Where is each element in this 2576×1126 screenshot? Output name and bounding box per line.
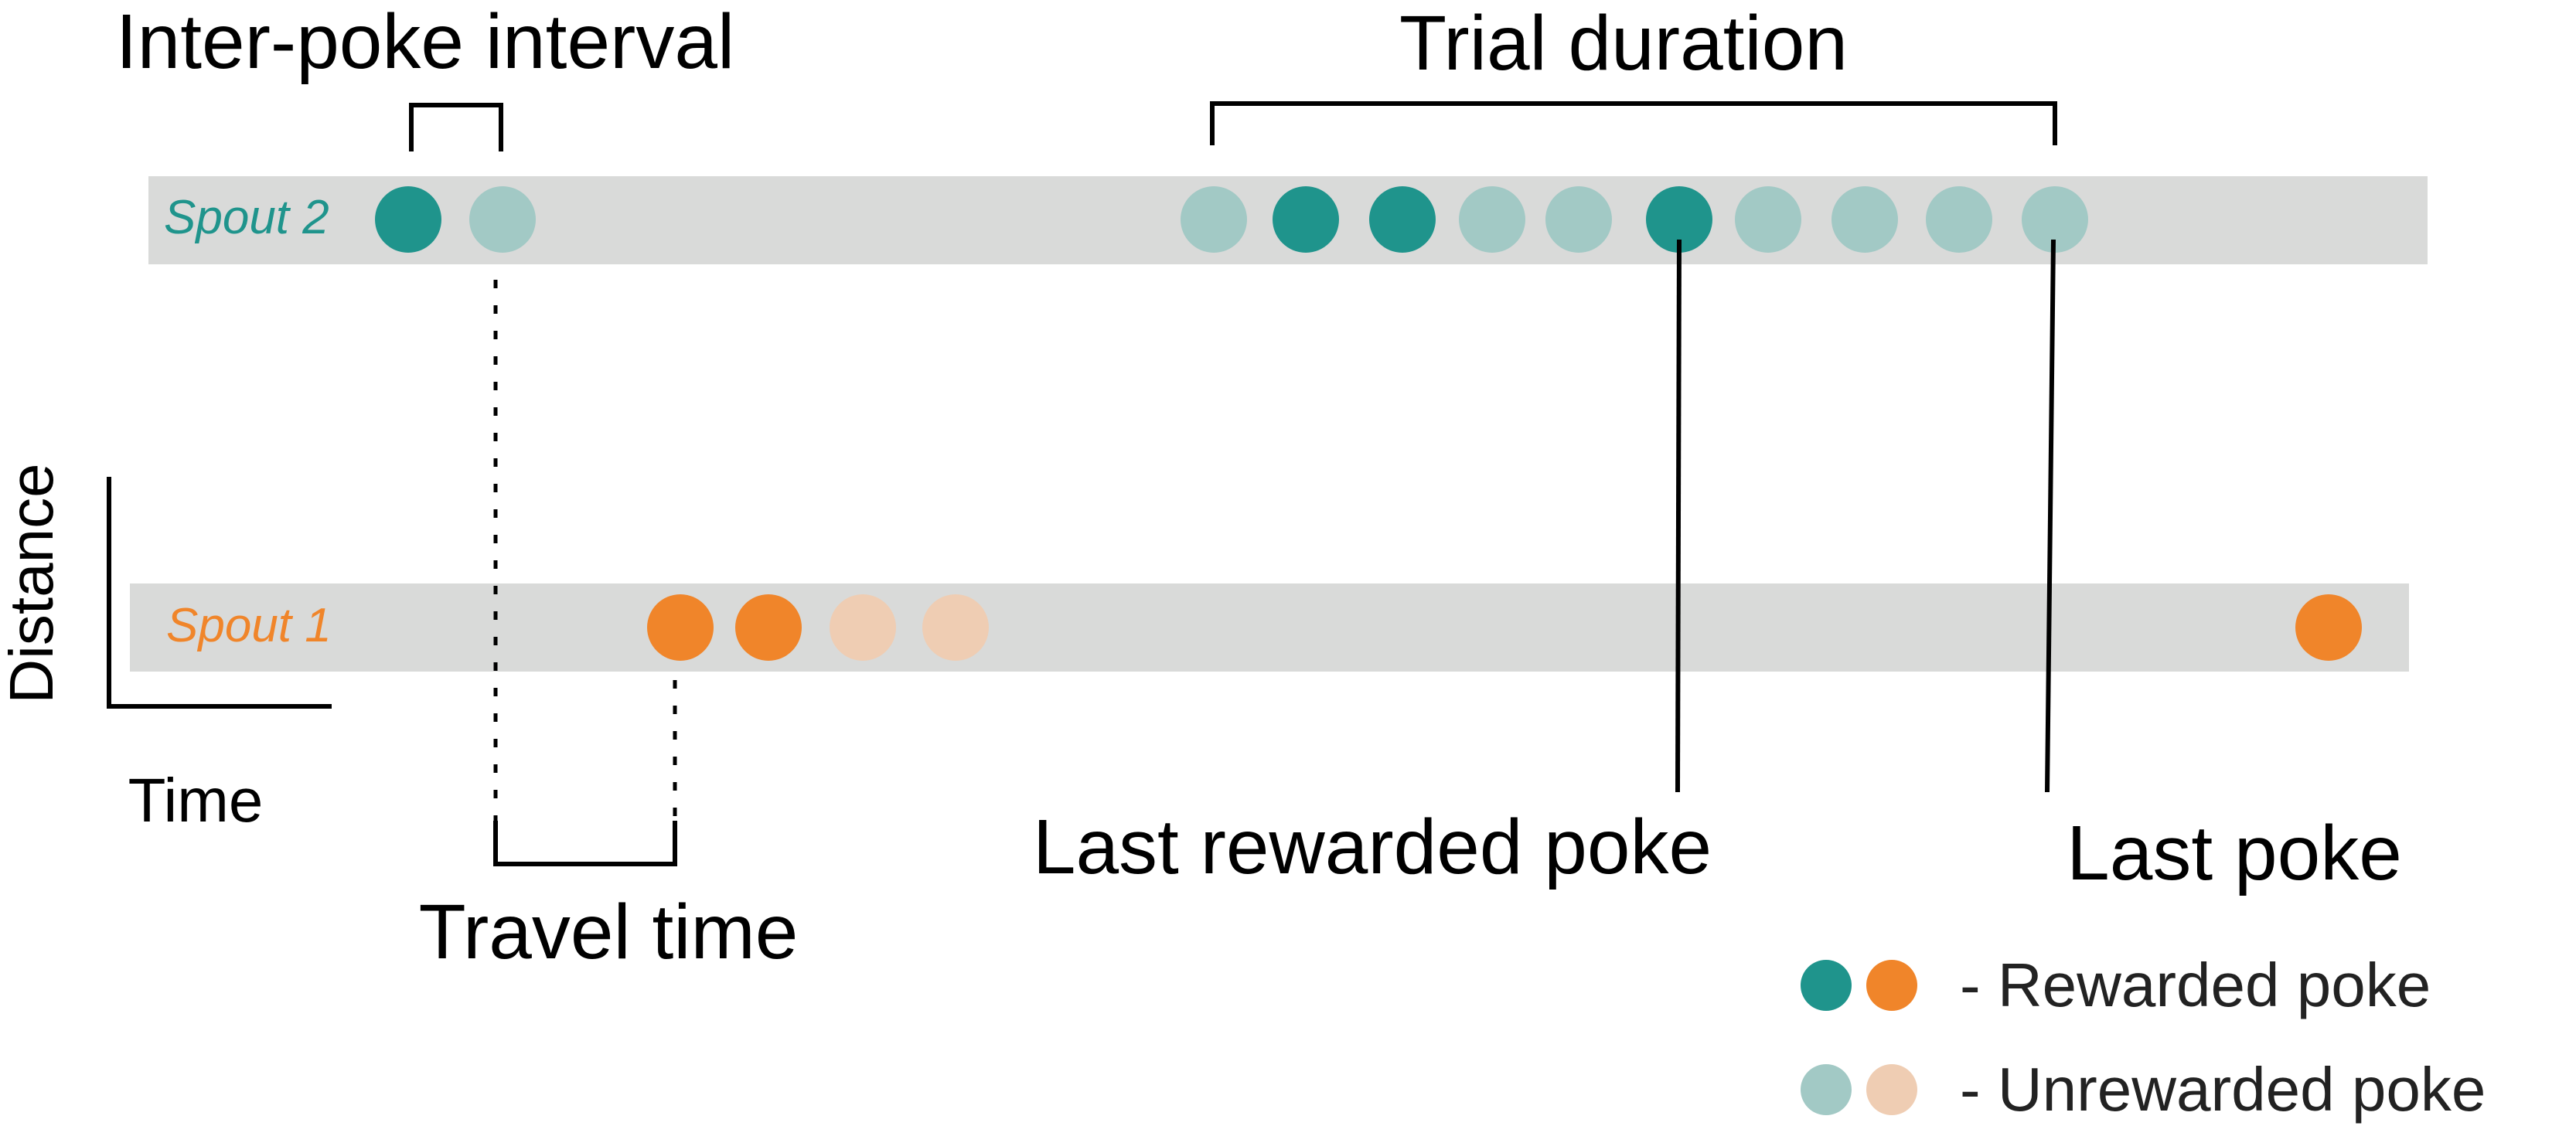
legend-rewarded-label: - Rewarded poke	[1960, 951, 2431, 1019]
inter-poke-interval-bracket	[409, 103, 503, 151]
legend-rewarded-orange-swatch	[1866, 960, 1917, 1011]
spout-1-label: Spout 1	[166, 599, 332, 652]
spout-1-poke	[647, 594, 714, 661]
spout-1-track	[130, 583, 2409, 672]
spout-2-poke	[1831, 186, 1898, 253]
spout-2-poke	[1545, 186, 1612, 253]
spout-2-poke	[1273, 186, 1339, 253]
trial-duration-label: Trial duration	[1399, 0, 1848, 87]
y-axis-label: Distance	[0, 463, 66, 703]
last-rewarded-poke-label: Last rewarded poke	[1033, 804, 1712, 890]
spout-2-poke	[1926, 186, 1992, 253]
spout-2-poke	[1181, 186, 1247, 253]
spout-1-poke	[922, 594, 989, 661]
trial-duration-bracket	[1210, 101, 2057, 145]
spout-2-pokes	[375, 186, 2088, 253]
spout-1-poke	[735, 594, 802, 661]
last-poke-label: Last poke	[2067, 810, 2402, 896]
spout-1-poke	[2295, 594, 2362, 661]
spout-2-poke	[375, 186, 441, 253]
spout-2-poke	[1459, 186, 1525, 253]
last-rewarded-poke-line	[1675, 239, 1682, 793]
spout-2-poke	[1369, 186, 1436, 253]
legend-unrewarded-label: - Unrewarded poke	[1960, 1055, 2486, 1124]
spout-2-poke	[1646, 186, 1712, 253]
spout-2-poke	[2022, 186, 2088, 253]
spout-2-poke	[1735, 186, 1801, 253]
legend-unrewarded-teal-swatch	[1801, 1064, 1852, 1115]
legend-unrewarded-orange-swatch	[1866, 1064, 1917, 1115]
travel-time-label: Travel time	[419, 889, 799, 975]
legend-rewarded-teal-swatch	[1801, 960, 1852, 1011]
spout-1-poke	[830, 594, 896, 661]
last-poke-line	[2045, 239, 2056, 793]
x-axis-label: Time	[128, 766, 264, 835]
legend: - Rewarded poke - Unrewarded poke	[1801, 951, 2486, 1124]
travel-time-bracket	[493, 821, 677, 866]
axes	[107, 477, 332, 709]
inter-poke-interval-label: Inter-poke interval	[116, 0, 734, 85]
spout-1-pokes	[647, 594, 2362, 661]
spout-2-poke	[469, 186, 536, 253]
spout-2-label: Spout 2	[164, 191, 329, 244]
